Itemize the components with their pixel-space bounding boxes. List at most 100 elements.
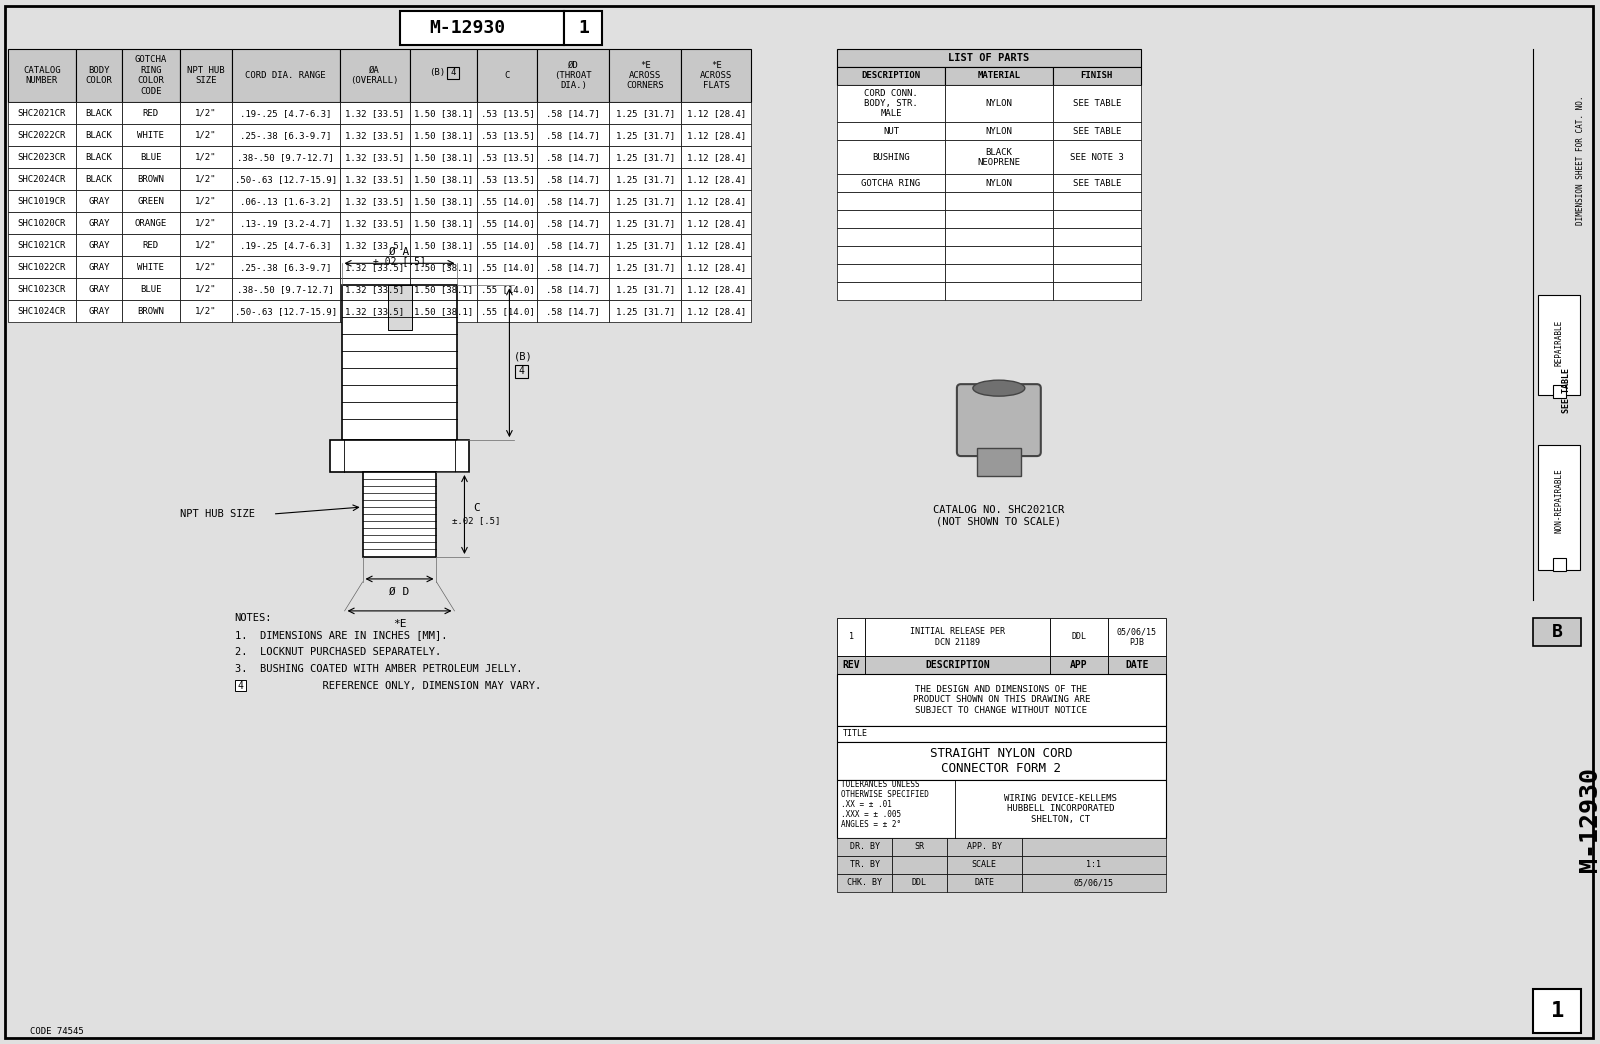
Bar [179,257,232,279]
Text: NON-REPAIRABLE: NON-REPAIRABLE [1555,468,1563,532]
Text: 4: 4 [237,681,243,691]
Text: .58 [14.7]: .58 [14.7] [547,219,600,228]
Text: 1.50 [38.1]: 1.50 [38.1] [414,307,474,315]
Text: 4: 4 [451,68,456,77]
Bar [122,212,179,234]
Bar [978,448,1021,476]
Text: 1.32 [33.5]: 1.32 [33.5] [346,197,405,206]
Text: DR. BY: DR. BY [850,843,880,851]
Text: .58 [14.7]: .58 [14.7] [547,175,600,184]
Bar [837,673,1166,726]
Text: CODE 74545: CODE 74545 [30,1027,83,1036]
Text: GRAY: GRAY [88,219,110,228]
Bar [410,146,477,168]
Bar [837,67,946,85]
Text: .06-.13 [1.6-3.2]: .06-.13 [1.6-3.2] [240,197,331,206]
Text: BLUE: BLUE [141,152,162,162]
Text: GREEN: GREEN [138,197,165,206]
Text: SHC2024CR: SHC2024CR [18,175,66,184]
Bar [342,285,458,441]
Text: 1/2": 1/2" [195,175,216,184]
Bar [339,124,410,146]
Text: OTHERWISE SPECIFIED: OTHERWISE SPECIFIED [842,790,930,800]
Bar [610,146,682,168]
Text: DATE: DATE [1125,660,1149,670]
Text: 1/2": 1/2" [195,197,216,206]
Text: BUSHING: BUSHING [872,152,910,162]
Text: .53 [13.5]: .53 [13.5] [480,109,534,118]
Bar [477,190,538,212]
Text: .19-.25 [4.7-6.3]: .19-.25 [4.7-6.3] [240,241,331,250]
Text: CORD CONN.
BODY, STR.
MALE: CORD CONN. BODY, STR. MALE [864,89,918,118]
Text: 1.12 [28.4]: 1.12 [28.4] [686,197,746,206]
Text: CATALOG NO. SHC2021CR
(NOT SHOWN TO SCALE): CATALOG NO. SHC2021CR (NOT SHOWN TO SCAL… [933,505,1064,526]
Text: 1.25 [31.7]: 1.25 [31.7] [616,285,675,293]
Bar [8,168,75,190]
Text: 1.25 [31.7]: 1.25 [31.7] [616,263,675,271]
Bar [682,102,750,124]
Bar [232,212,339,234]
Text: *E: *E [392,619,406,628]
Text: .58 [14.7]: .58 [14.7] [547,197,600,206]
Text: C: C [504,71,510,80]
Bar [400,10,565,45]
Text: GOTCHA
RING
COLOR
CODE: GOTCHA RING COLOR CODE [134,55,166,96]
Text: RED: RED [142,109,158,118]
Bar [946,141,1053,174]
Text: 1.12 [28.4]: 1.12 [28.4] [686,152,746,162]
Text: 1.50 [38.1]: 1.50 [38.1] [414,285,474,293]
Bar [837,264,946,282]
Bar [1053,85,1141,122]
Bar [122,301,179,323]
Bar [8,212,75,234]
Bar [75,279,122,301]
Bar [1053,67,1141,85]
FancyBboxPatch shape [957,384,1042,456]
Text: CORD DIA. RANGE: CORD DIA. RANGE [245,71,326,80]
Text: NYLON: NYLON [986,179,1013,188]
Text: 1.32 [33.5]: 1.32 [33.5] [346,285,405,293]
Bar [477,257,538,279]
Bar [122,102,179,124]
Text: BODY
COLOR: BODY COLOR [85,66,112,86]
Bar [75,48,122,102]
Text: SEE NOTE 3: SEE NOTE 3 [1070,152,1123,162]
Text: M-12930: M-12930 [429,19,506,37]
Text: GRAY: GRAY [88,197,110,206]
Text: 1: 1 [578,19,589,37]
Bar [1050,656,1107,673]
Bar [477,279,538,301]
Bar [410,212,477,234]
Text: .53 [13.5]: .53 [13.5] [480,130,534,140]
Text: NUT: NUT [883,127,899,136]
Bar [1538,445,1581,570]
Text: B: B [1552,623,1563,641]
Text: .50-.63 [12.7-15.9]: .50-.63 [12.7-15.9] [235,175,336,184]
Bar [610,190,682,212]
Ellipse shape [973,380,1026,396]
Bar [232,124,339,146]
Bar [1554,557,1566,571]
Bar [682,301,750,323]
Text: REV: REV [842,660,859,670]
Bar [8,279,75,301]
Text: 1.50 [38.1]: 1.50 [38.1] [414,219,474,228]
Bar [682,190,750,212]
Text: GRAY: GRAY [88,285,110,293]
Bar [1050,618,1107,656]
Text: M-12930: M-12930 [1578,767,1600,872]
Text: SEE TABLE: SEE TABLE [1072,99,1122,108]
Text: NYLON: NYLON [986,99,1013,108]
Text: 1.12 [28.4]: 1.12 [28.4] [686,109,746,118]
Bar [448,67,459,78]
Text: 3.  BUSHING COATED WITH AMBER PETROLEUM JELLY.: 3. BUSHING COATED WITH AMBER PETROLEUM J… [235,664,522,673]
Text: 1/2": 1/2" [195,285,216,293]
Bar [946,122,1053,141]
Bar [837,48,1141,67]
Bar [477,301,538,323]
Text: 1.12 [28.4]: 1.12 [28.4] [686,175,746,184]
Bar [8,234,75,257]
Bar [339,190,410,212]
Bar [565,10,602,45]
Bar [410,190,477,212]
